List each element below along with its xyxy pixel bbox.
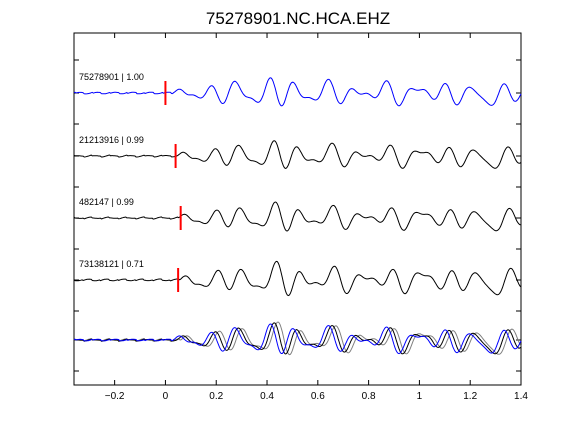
- y-axis-ticks: [74, 59, 521, 372]
- x-tick-label: 0.4: [260, 391, 274, 402]
- waveform-trace-73138121: [73, 260, 522, 297]
- trace-labels: 75278901 | 1.00 21213916 | 0.99 482147 | 0…: [79, 72, 144, 269]
- waveform-traces: [73, 77, 522, 356]
- stack-overlay-trace-1: [73, 321, 522, 356]
- waveform-trace-75278901: [73, 77, 522, 107]
- chart-title: 75278901.NC.HCA.EHZ: [206, 9, 390, 28]
- x-tick-label: 0.6: [311, 391, 325, 402]
- x-tick-label: 1: [417, 391, 423, 402]
- x-tick-label: 0: [163, 391, 169, 402]
- x-tick-label: 1.2: [463, 391, 477, 402]
- trace-label-482147: 482147 | 0.99: [79, 197, 134, 207]
- x-tick-label: 1.4: [514, 391, 528, 402]
- trace-label-75278901: 75278901 | 1.00: [79, 72, 144, 82]
- x-tick-label: 0.8: [362, 391, 376, 402]
- trace-label-21213916: 21213916 | 0.99: [79, 135, 144, 145]
- stack-overlay-trace-3: [73, 323, 522, 355]
- waveform-trace-21213916: [73, 140, 522, 169]
- pick-markers: [164, 81, 182, 292]
- x-tick-label: 0.2: [209, 391, 223, 402]
- waveform-trace-482147: [73, 201, 521, 232]
- trace-label-73138121: 73138121 | 0.71: [79, 259, 144, 269]
- x-tick-label: −0.2: [105, 391, 125, 402]
- x-axis: −0.2 0 0.2 0.4 0.6 0.8 1 1.2 1.4: [105, 33, 528, 402]
- plot-frame: [73, 32, 522, 386]
